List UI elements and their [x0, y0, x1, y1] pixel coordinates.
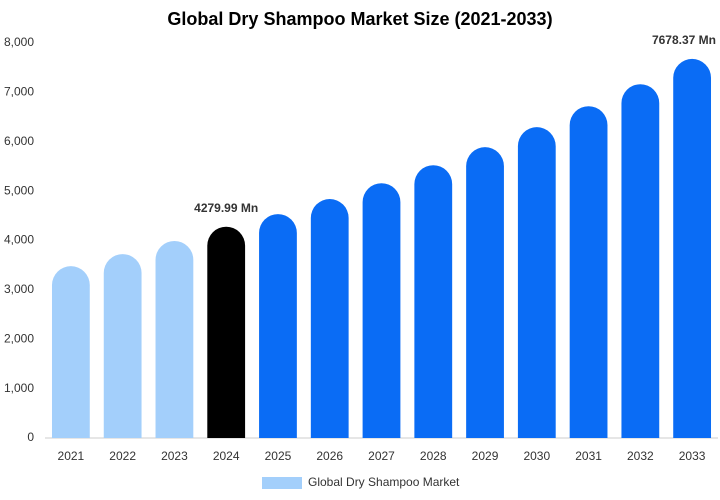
value-label: 4279.99 Mn — [194, 201, 258, 215]
bar — [103, 254, 142, 438]
legend-label: Global Dry Shampoo Market — [308, 475, 460, 489]
x-tick-label: 2024 — [213, 449, 240, 463]
x-tick-label: 2027 — [368, 449, 395, 463]
legend-swatch — [262, 477, 302, 489]
y-tick-label: 5,000 — [4, 183, 34, 197]
value-label: 7678.37 Mn — [652, 33, 716, 47]
y-tick-label: 0 — [27, 430, 34, 444]
bar — [517, 127, 556, 438]
bar — [155, 240, 194, 438]
bar — [414, 165, 453, 439]
bar — [673, 58, 712, 439]
y-tick-label: 3,000 — [4, 282, 34, 296]
x-tick-label: 2029 — [472, 449, 499, 463]
x-tick-label: 2033 — [679, 449, 706, 463]
x-tick-label: 2025 — [265, 449, 292, 463]
x-tick-label: 2021 — [58, 449, 85, 463]
bar — [362, 183, 401, 438]
bar — [207, 226, 246, 438]
x-tick-label: 2028 — [420, 449, 447, 463]
x-tick-label: 2026 — [316, 449, 343, 463]
x-tick-label: 2022 — [109, 449, 136, 463]
bar — [259, 214, 297, 438]
bar — [310, 199, 349, 438]
bar — [569, 106, 608, 439]
x-tick-label: 2030 — [523, 449, 550, 463]
y-tick-label: 6,000 — [4, 134, 34, 148]
y-tick-label: 8,000 — [4, 35, 34, 49]
x-tick-label: 2031 — [575, 449, 602, 463]
y-tick-label: 4,000 — [4, 233, 34, 247]
bar — [466, 147, 504, 438]
chart-title: Global Dry Shampoo Market Size (2021-203… — [167, 9, 552, 29]
x-tick-label: 2023 — [161, 449, 188, 463]
x-tick-label: 2032 — [627, 449, 654, 463]
y-tick-label: 1,000 — [4, 381, 34, 395]
bar — [621, 84, 660, 438]
bar — [51, 266, 90, 438]
y-tick-label: 7,000 — [4, 85, 34, 99]
y-tick-label: 2,000 — [4, 331, 34, 345]
